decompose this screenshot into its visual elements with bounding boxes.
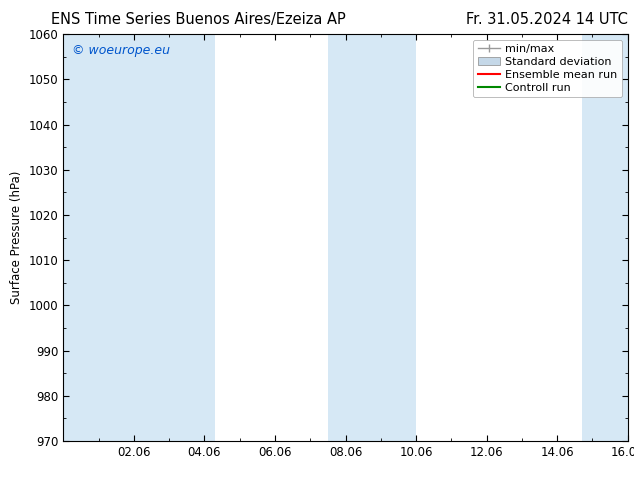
- Y-axis label: Surface Pressure (hPa): Surface Pressure (hPa): [10, 171, 23, 304]
- Text: © woeurope.eu: © woeurope.eu: [72, 45, 170, 57]
- Bar: [328, 34, 370, 441]
- Legend: min/max, Standard deviation, Ensemble mean run, Controll run: min/max, Standard deviation, Ensemble me…: [473, 40, 622, 97]
- Bar: [63, 34, 138, 441]
- Text: Fr. 31.05.2024 14 UTC: Fr. 31.05.2024 14 UTC: [466, 12, 628, 27]
- Bar: [582, 34, 628, 441]
- Text: ENS Time Series Buenos Aires/Ezeiza AP: ENS Time Series Buenos Aires/Ezeiza AP: [51, 12, 346, 27]
- Bar: [138, 34, 215, 441]
- Bar: [370, 34, 416, 441]
